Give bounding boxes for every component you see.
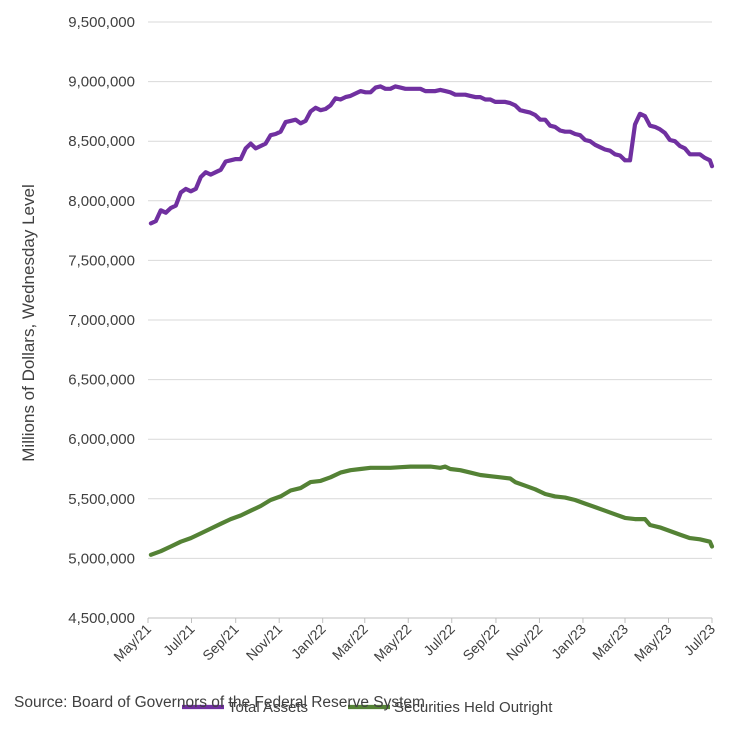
y-tick-label: 5,000,000 xyxy=(68,550,135,567)
y-tick-label: 4,500,000 xyxy=(68,610,135,627)
y-tick-label: 7,000,000 xyxy=(68,312,135,329)
y-tick-label: 6,000,000 xyxy=(68,431,135,448)
legend: Total Assets Securities Held Outright xyxy=(182,699,553,716)
y-axis-ticks: 4,500,000 5,000,000 5,500,000 6,000,000 6,50… xyxy=(68,14,135,627)
y-axis-title: Millions of Dollars, Wednesday Level xyxy=(19,184,38,461)
x-tick-label: Nov/21 xyxy=(243,621,286,664)
legend-label: Securities Held Outright xyxy=(394,699,553,716)
legend-label: Total Assets xyxy=(228,699,308,716)
y-tick-label: 6,500,000 xyxy=(68,372,135,389)
y-tick-label: 9,500,000 xyxy=(68,14,135,31)
x-tick-label: Mar/23 xyxy=(589,621,631,663)
x-tick-label: May/22 xyxy=(371,621,415,665)
source-note: Source: Board of Governors of the Federa… xyxy=(14,694,425,711)
x-tick-label: Jul/22 xyxy=(420,621,458,659)
x-tick-label: Jul/23 xyxy=(680,621,718,659)
x-tick-label: Jul/21 xyxy=(160,621,198,659)
series-lines xyxy=(148,84,715,557)
y-tick-label: 8,000,000 xyxy=(68,193,135,210)
x-tick-label: Jan/23 xyxy=(548,621,589,662)
x-tick-label: Nov/22 xyxy=(503,621,546,664)
x-axis-ticks: May/21 Jul/21 Sep/21 Nov/21 Jan/22 Mar/22 May/… xyxy=(110,621,718,665)
y-tick-label: 9,000,000 xyxy=(68,74,135,91)
y-tick-label: 8,500,000 xyxy=(68,133,135,150)
y-tick-label: 7,500,000 xyxy=(68,252,135,269)
x-tick-label: May/23 xyxy=(631,621,675,665)
series-line-2 xyxy=(148,464,715,557)
x-tick-label: Sep/21 xyxy=(199,621,242,664)
y-tick-label: 5,500,000 xyxy=(68,491,135,508)
x-tick-label: May/21 xyxy=(110,621,154,665)
x-tick-label: Jan/22 xyxy=(288,621,329,662)
x-tick-label: Sep/22 xyxy=(459,621,502,664)
series-line-1 xyxy=(148,84,715,226)
x-tick-label: Mar/22 xyxy=(329,621,371,663)
gridlines xyxy=(147,21,713,623)
